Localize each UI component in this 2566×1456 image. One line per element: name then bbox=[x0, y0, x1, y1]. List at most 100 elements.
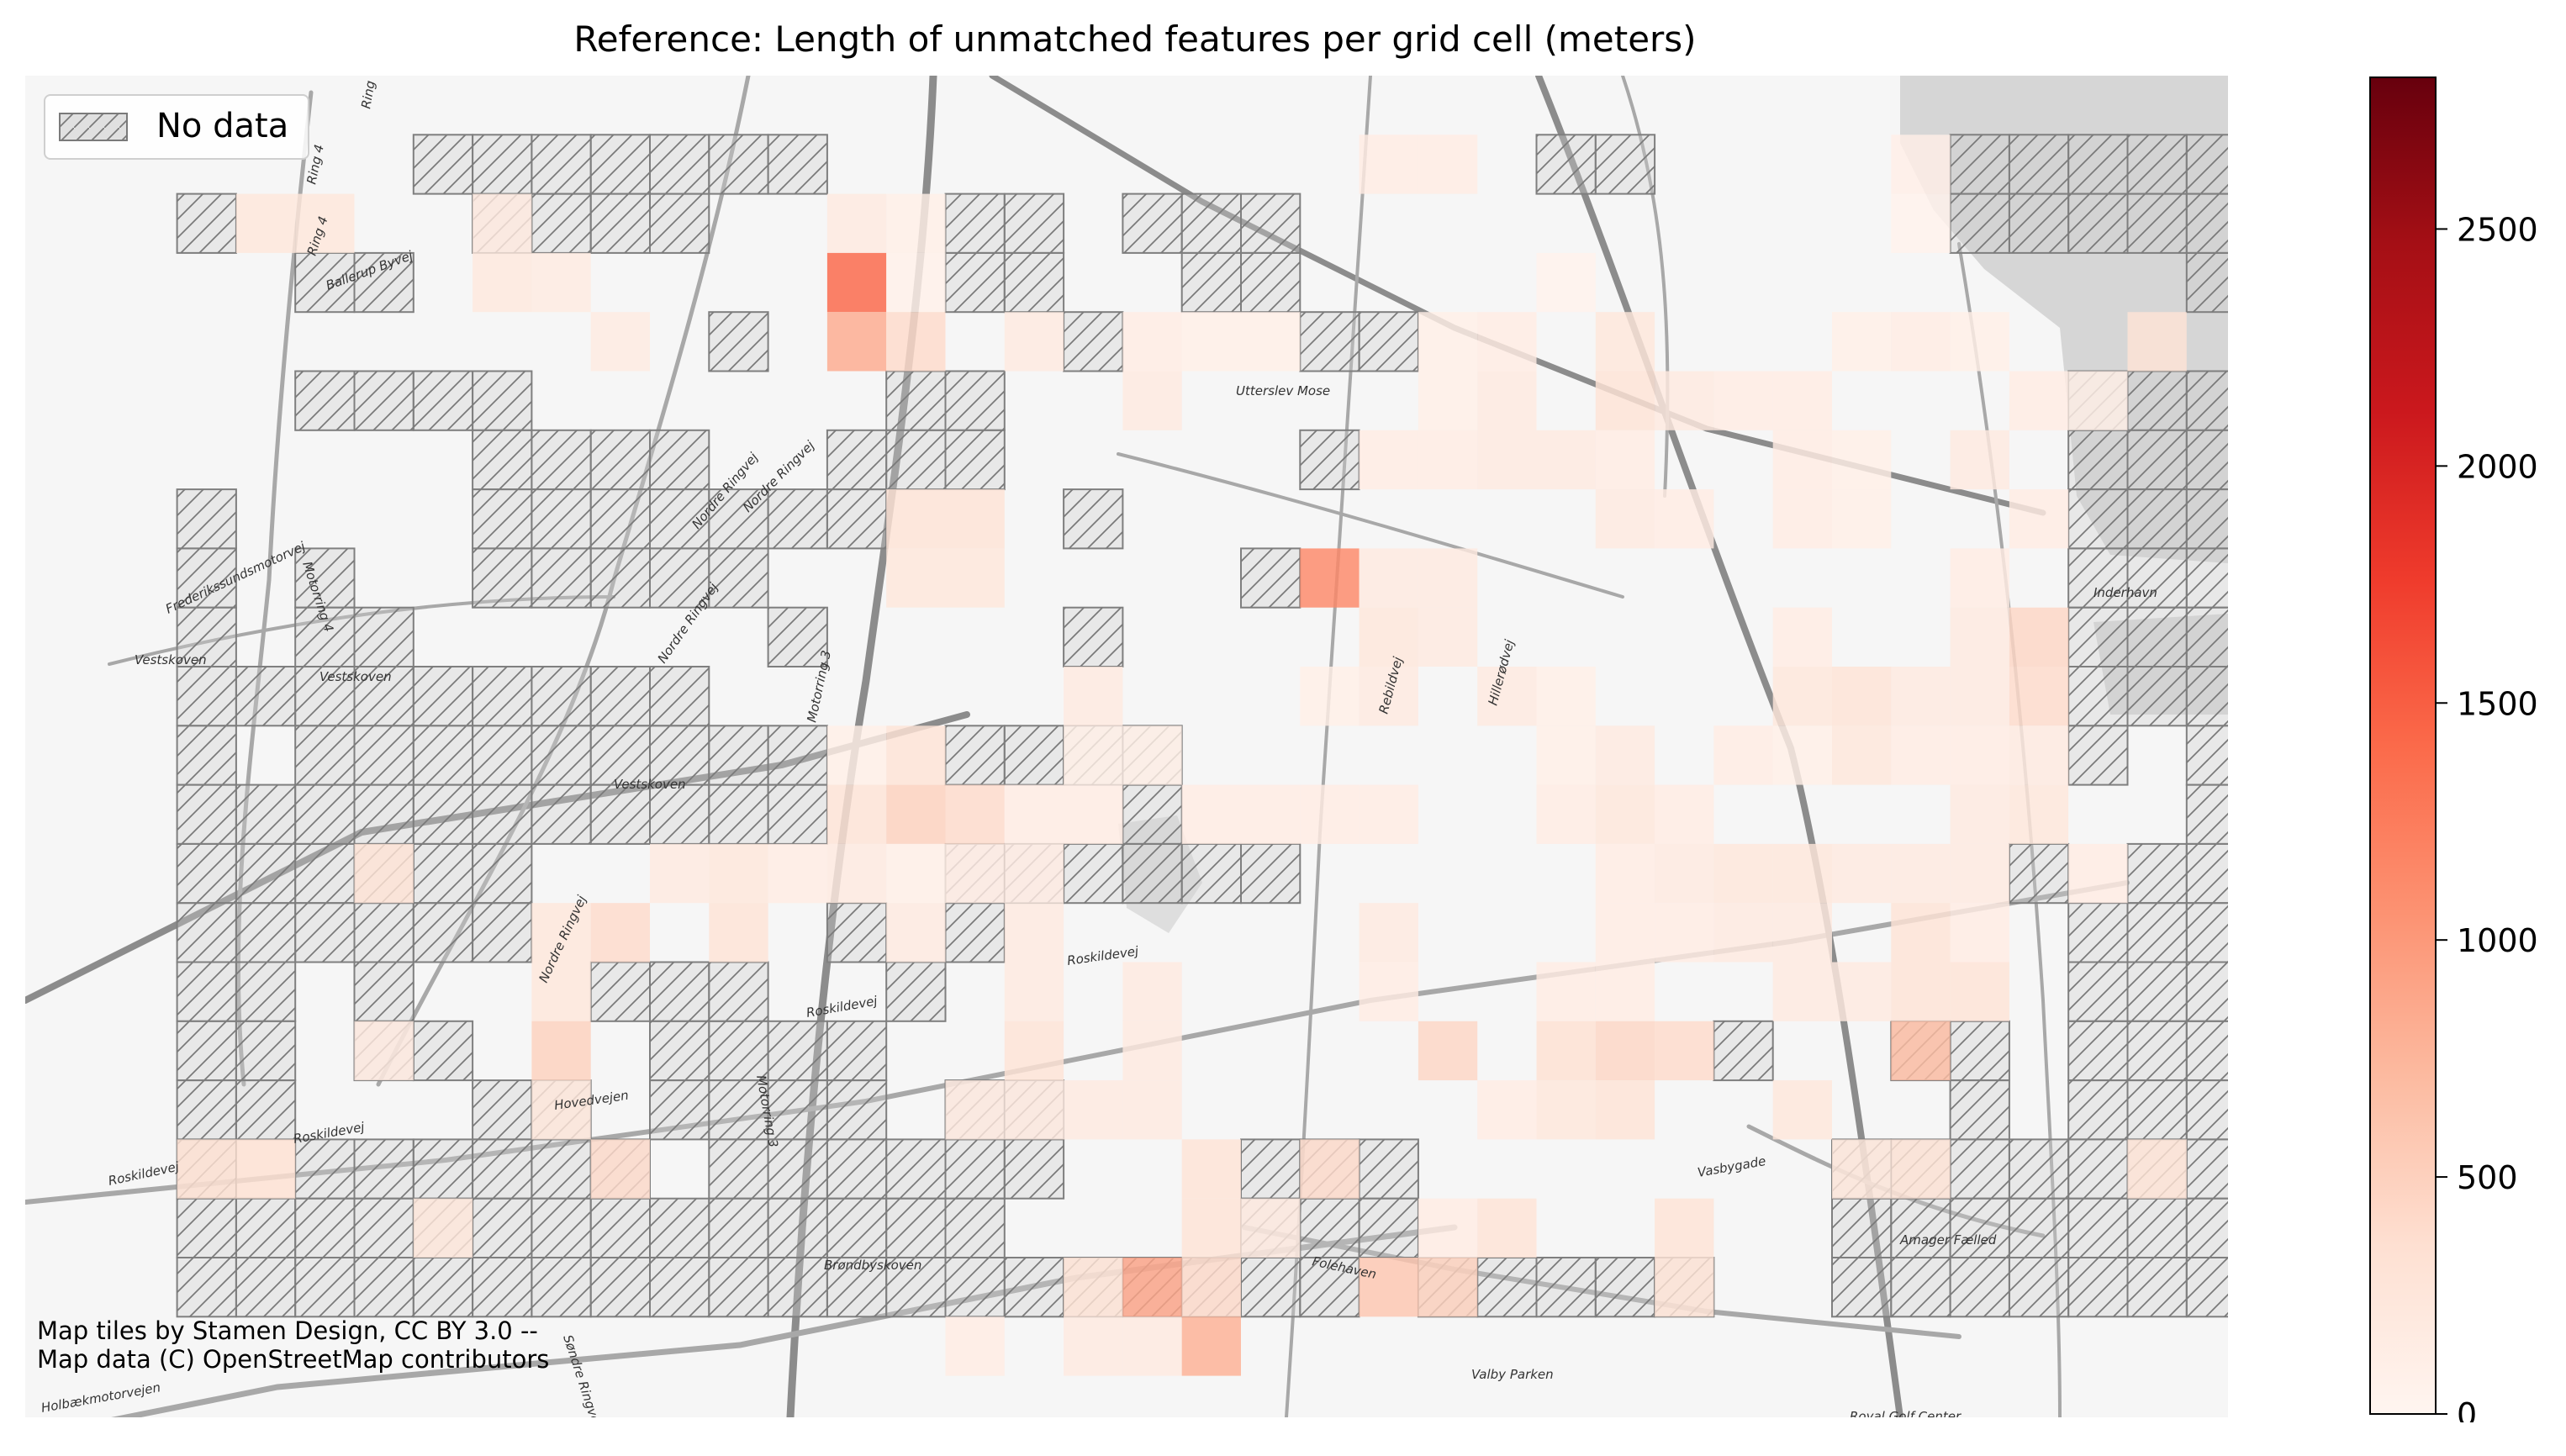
nodata-hatch bbox=[2186, 1021, 2228, 1081]
nodata-hatch bbox=[295, 903, 355, 963]
nodata-hatch bbox=[768, 1139, 827, 1199]
nodata-hatch bbox=[650, 962, 710, 1021]
value-cell bbox=[590, 312, 650, 372]
nodata-hatch bbox=[177, 667, 236, 726]
nodata-hatch bbox=[1536, 135, 1596, 194]
nodata-hatch bbox=[590, 962, 650, 1021]
nodata-hatch bbox=[1004, 1139, 1064, 1199]
nodata-hatch bbox=[1241, 843, 1301, 904]
nodata-hatch bbox=[295, 1258, 355, 1317]
value-cell bbox=[1950, 607, 2009, 667]
value-cell bbox=[886, 725, 946, 785]
nodata-hatch bbox=[531, 1198, 591, 1258]
value-cell bbox=[1181, 784, 1241, 844]
nodata-hatch bbox=[826, 1258, 887, 1317]
nodata-hatch bbox=[1122, 784, 1182, 844]
value-cell bbox=[886, 784, 946, 844]
nodata-hatch bbox=[2127, 607, 2187, 667]
legend-swatch-hatched bbox=[59, 113, 128, 141]
nodata-hatch bbox=[531, 667, 591, 726]
value-cell bbox=[886, 193, 946, 253]
value-cell bbox=[1713, 725, 1773, 785]
nodata-hatch bbox=[945, 193, 1005, 253]
value-cell bbox=[1359, 784, 1418, 844]
nodata-hatch bbox=[650, 1021, 710, 1081]
nodata-hatch bbox=[886, 1139, 946, 1199]
nodata-hatch bbox=[295, 667, 355, 726]
nodata-hatch bbox=[2127, 371, 2187, 430]
nodata-hatch bbox=[2068, 667, 2128, 726]
nodata-hatch bbox=[2127, 1258, 2187, 1317]
nodata-hatch bbox=[1064, 489, 1123, 549]
value-cell bbox=[1359, 135, 1418, 194]
nodata-hatch bbox=[590, 1198, 650, 1258]
value-cell bbox=[1832, 312, 1892, 372]
nodata-hatch bbox=[2186, 1139, 2228, 1199]
map-label: Brøndbyskoven bbox=[824, 1258, 921, 1273]
value-cell bbox=[1241, 312, 1301, 372]
basemap-road bbox=[1117, 452, 1624, 599]
value-cell bbox=[945, 489, 1005, 549]
value-cell bbox=[1241, 784, 1301, 844]
nodata-hatch bbox=[650, 1198, 710, 1258]
nodata-hatch bbox=[1241, 252, 1301, 313]
nodata-hatch bbox=[2068, 193, 2128, 253]
nodata-hatch bbox=[1891, 1198, 1951, 1258]
map-label: Vestskoven bbox=[135, 652, 207, 667]
map-label: Valby Parken bbox=[1471, 1367, 1554, 1382]
value-cell bbox=[1181, 1316, 1241, 1376]
value-cell bbox=[1832, 667, 1892, 726]
nodata-hatch bbox=[650, 430, 710, 490]
value-cell bbox=[1772, 489, 1832, 549]
nodata-hatch bbox=[235, 903, 296, 963]
value-cell bbox=[2068, 371, 2128, 430]
nodata-hatch bbox=[531, 548, 591, 608]
value-cell bbox=[2009, 784, 2069, 844]
nodata-hatch bbox=[2186, 135, 2228, 194]
nodata-hatch bbox=[354, 371, 414, 430]
value-cell bbox=[1595, 784, 1655, 844]
value-cell bbox=[1122, 1316, 1182, 1376]
value-cell bbox=[1536, 962, 1596, 1021]
nodata-hatch bbox=[2186, 903, 2228, 963]
nodata-hatch bbox=[2009, 843, 2069, 904]
nodata-hatch bbox=[768, 1258, 827, 1317]
value-cell bbox=[709, 903, 768, 963]
nodata-hatch bbox=[2186, 1080, 2228, 1140]
value-cell bbox=[1122, 725, 1182, 785]
colorbar: 0 500 1000 1500 2000 2500 bbox=[2369, 76, 2538, 1422]
value-cell bbox=[1418, 1258, 1478, 1317]
colorbar-tick-label: 1000 bbox=[2457, 922, 2538, 959]
nodata-hatch bbox=[531, 1258, 591, 1317]
nodata-hatch bbox=[826, 1080, 887, 1140]
value-cell bbox=[1655, 1258, 1714, 1317]
nodata-hatch bbox=[235, 667, 296, 726]
chart-title: Reference: Length of unmatched features … bbox=[573, 18, 1697, 60]
value-cell bbox=[590, 903, 650, 963]
value-cell bbox=[1359, 548, 1418, 608]
nodata-hatch bbox=[177, 962, 236, 1021]
nodata-hatch bbox=[2127, 843, 2187, 904]
nodata-hatch bbox=[2127, 193, 2187, 253]
value-cell bbox=[826, 784, 887, 844]
nodata-hatch bbox=[2068, 1139, 2128, 1199]
nodata-hatch bbox=[2127, 489, 2187, 549]
nodata-hatch bbox=[945, 1139, 1005, 1199]
nodata-hatch bbox=[2068, 548, 2128, 608]
value-cell bbox=[945, 784, 1005, 844]
value-cell bbox=[1064, 1080, 1123, 1140]
value-cell bbox=[1595, 430, 1655, 490]
nodata-hatch bbox=[2127, 548, 2187, 608]
nodata-hatch bbox=[2009, 1139, 2069, 1199]
nodata-hatch bbox=[413, 843, 473, 904]
nodata-hatch bbox=[650, 193, 710, 253]
nodata-hatch bbox=[413, 667, 473, 726]
nodata-hatch bbox=[177, 1021, 236, 1081]
nodata-hatch bbox=[2127, 962, 2187, 1021]
nodata-hatch bbox=[473, 1139, 532, 1199]
value-cell bbox=[1122, 1080, 1182, 1140]
nodata-hatch bbox=[1891, 1258, 1951, 1317]
value-cell bbox=[886, 312, 946, 372]
nodata-hatch bbox=[1713, 1021, 1773, 1081]
value-cell bbox=[1064, 1316, 1123, 1376]
